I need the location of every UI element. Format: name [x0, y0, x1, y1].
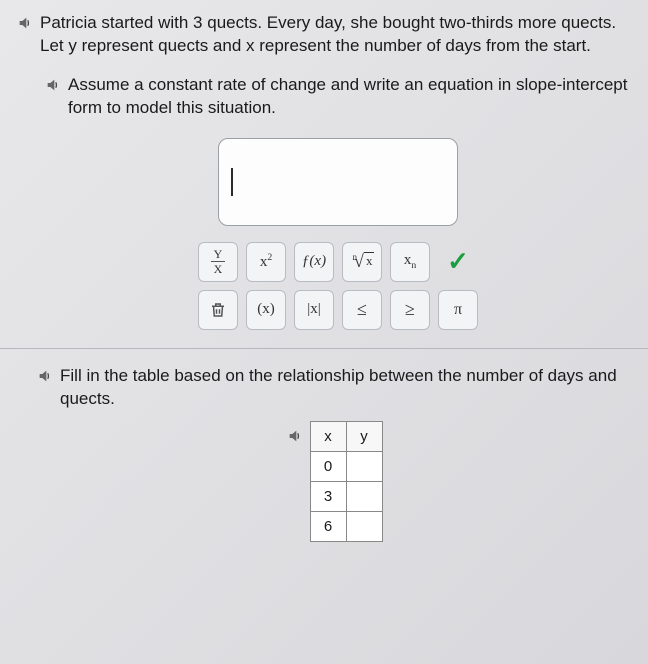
table-cell-y[interactable] [346, 451, 382, 481]
greater-equal-button[interactable]: ≥ [390, 290, 430, 330]
submit-check-button[interactable]: ✓ [438, 242, 478, 282]
table-row: 6 [310, 511, 382, 541]
check-icon: ✓ [447, 247, 469, 277]
problem-text: Patricia started with 3 quects. Every da… [40, 12, 632, 58]
trash-button[interactable] [198, 290, 238, 330]
table-header-x: x [310, 421, 346, 451]
part-b-text: Fill in the table based on the relations… [60, 365, 632, 411]
table-header-y: y [346, 421, 382, 451]
table-cell-x: 6 [310, 511, 346, 541]
part-a-text: Assume a constant rate of change and wri… [68, 74, 632, 120]
exponent-button[interactable]: x2 [246, 242, 286, 282]
table-cell-x: 0 [310, 451, 346, 481]
table-row: 0 [310, 451, 382, 481]
speaker-icon[interactable] [286, 427, 304, 445]
problem-statement: Patricia started with 3 quects. Every da… [16, 12, 632, 58]
fraction-numerator: Y [211, 248, 226, 262]
part-a-statement: Assume a constant rate of change and wri… [44, 74, 632, 120]
table-cell-y[interactable] [346, 511, 382, 541]
function-button[interactable]: ƒ(x) [294, 242, 334, 282]
text-cursor [231, 168, 233, 196]
part-b-statement: Fill in the table based on the relations… [36, 365, 632, 411]
speaker-icon[interactable] [44, 76, 62, 94]
section-divider [0, 348, 648, 349]
math-toolbar: Y X x2 ƒ(x) n √ x xn ✓ [44, 242, 632, 330]
speaker-icon[interactable] [16, 14, 34, 32]
fraction-denominator: X [214, 262, 223, 275]
less-equal-button[interactable]: ≤ [342, 290, 382, 330]
table-cell-y[interactable] [346, 481, 382, 511]
parentheses-button[interactable]: (x) [246, 290, 286, 330]
subscript-button[interactable]: xn [390, 242, 430, 282]
pi-button[interactable]: π [438, 290, 478, 330]
absolute-value-button[interactable]: |x| [294, 290, 334, 330]
xy-table: x y 0 3 6 [310, 421, 383, 542]
fraction-button[interactable]: Y X [198, 242, 238, 282]
equation-input[interactable] [218, 138, 458, 226]
table-row: 3 [310, 481, 382, 511]
nth-root-button[interactable]: n √ x [342, 242, 382, 282]
table-cell-x: 3 [310, 481, 346, 511]
speaker-icon[interactable] [36, 367, 54, 385]
